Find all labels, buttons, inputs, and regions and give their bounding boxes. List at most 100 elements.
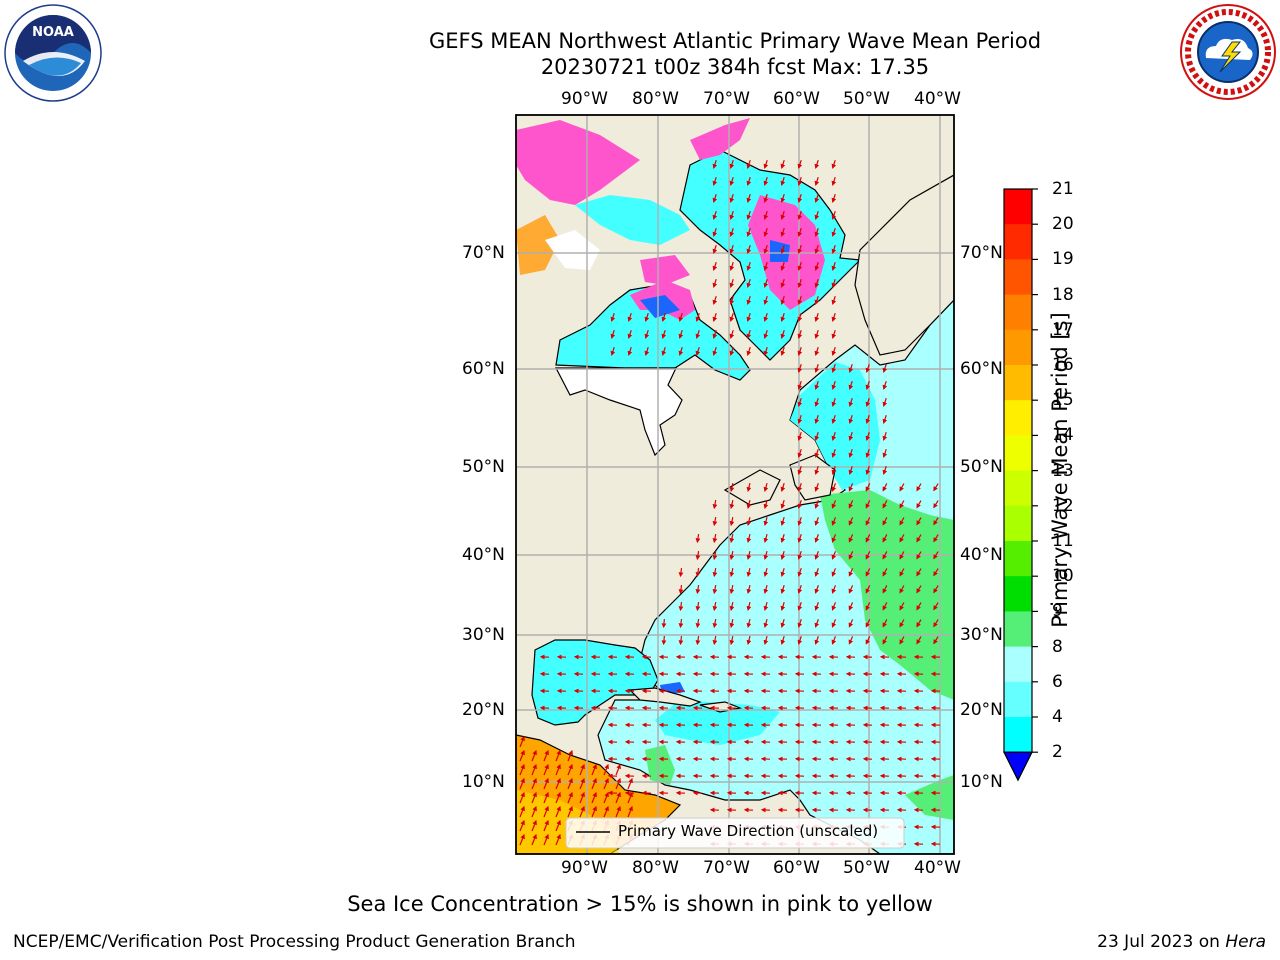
- wave-arrow: [814, 177, 820, 186]
- wave-arrow: [712, 160, 718, 169]
- wave-arrow: [763, 211, 769, 220]
- wave-arrow: [814, 398, 820, 407]
- lon-tick-bottom: 40°W: [914, 858, 961, 878]
- colorbar-segment: [1004, 681, 1032, 718]
- wave-arrow: [814, 211, 820, 220]
- lat-tick-right: 70°N: [960, 243, 1003, 263]
- wave-arrow: [865, 534, 871, 543]
- wave-arrow: [746, 601, 752, 612]
- wave-arrow: [712, 584, 718, 595]
- colorbar: [1003, 188, 1038, 782]
- wave-arrow: [865, 364, 871, 373]
- legend-label: Primary Wave Direction (unscaled): [618, 822, 879, 840]
- wave-arrow: [661, 635, 667, 646]
- wave-arrow: [678, 330, 684, 339]
- wave-arrow: [712, 296, 718, 305]
- wave-arrow: [780, 618, 786, 628]
- wave-arrow: [797, 585, 803, 594]
- wave-arrow: [831, 160, 837, 169]
- wave-arrow: [831, 619, 837, 628]
- lat-tick-left: 10°N: [462, 772, 505, 792]
- wave-arrow: [519, 777, 525, 790]
- wave-arrow: [865, 568, 871, 577]
- colorbar-segment: [1004, 189, 1032, 225]
- wave-arrow: [848, 585, 854, 594]
- wave-arrow: [729, 567, 735, 578]
- wave-arrow: [797, 296, 803, 305]
- wave-arrow: [865, 466, 871, 475]
- wave-arrow: [627, 805, 633, 818]
- lon-tick-top: 50°W: [843, 89, 890, 109]
- wave-arrow: [831, 330, 837, 339]
- wave-arrow: [678, 567, 684, 578]
- wave-arrow: [615, 791, 621, 804]
- colorbar-tick-label: 15: [1052, 390, 1074, 411]
- wave-arrow: [644, 313, 650, 322]
- wave-arrow: [763, 177, 769, 186]
- wave-arrow: [933, 585, 939, 594]
- wave-arrow: [729, 262, 735, 271]
- wave-arrow: [780, 194, 786, 203]
- colorbar-segment: [1004, 611, 1032, 648]
- wave-arrow: [661, 313, 667, 322]
- credit-line: NCEP/EMC/Verification Post Processing Pr…: [13, 932, 576, 952]
- wave-arrow: [746, 245, 752, 254]
- wave-arrow: [567, 791, 573, 804]
- wave-arrow: [899, 568, 905, 577]
- wave-arrow: [763, 228, 769, 237]
- lat-tick-left: 60°N: [462, 359, 505, 379]
- wave-arrow: [579, 777, 585, 790]
- wave-arrow: [603, 777, 609, 790]
- wave-arrow: [519, 819, 525, 832]
- wave-arrow: [814, 449, 820, 458]
- colorbar-tick-label: 12: [1052, 495, 1074, 516]
- wave-arrow: [814, 432, 820, 441]
- wave-arrow: [797, 228, 803, 237]
- wave-arrow: [933, 636, 939, 645]
- wave-arrow: [543, 777, 549, 790]
- svg-text:NOAA: NOAA: [32, 25, 74, 40]
- wave-arrow: [627, 313, 633, 322]
- lat-tick-right: 50°N: [960, 457, 1003, 477]
- wave-arrow: [763, 618, 769, 629]
- wave-arrow: [531, 777, 537, 790]
- wave-arrow: [603, 763, 609, 776]
- wave-arrow: [814, 296, 820, 305]
- wave-arrow: [865, 517, 871, 526]
- wave-arrow: [831, 466, 837, 475]
- wave-arrow: [882, 466, 888, 475]
- wave-arrow: [712, 262, 718, 271]
- wave-arrow: [797, 466, 803, 475]
- wave-arrow: [831, 177, 837, 186]
- wave-arrow: [814, 466, 820, 475]
- wave-arrow: [882, 568, 888, 577]
- wave-arrow: [610, 330, 616, 339]
- wave-arrow: [831, 279, 837, 288]
- wave-arrow: [814, 619, 820, 628]
- wave-arrow: [763, 499, 769, 510]
- wave-arrow: [780, 550, 786, 560]
- wave-arrow: [780, 533, 786, 543]
- wave-arrow: [865, 585, 871, 594]
- wave-arrow: [729, 550, 735, 561]
- wave-arrow: [797, 517, 803, 526]
- wave-arrow: [882, 500, 888, 509]
- colorbar-segment: [1004, 505, 1032, 542]
- wave-arrow: [797, 262, 803, 271]
- wave-arrow: [797, 347, 803, 356]
- wave-arrow: [603, 791, 609, 804]
- wave-arrow: [882, 534, 888, 543]
- sea-ice-note: Sea Ice Concentration > 15% is shown in …: [347, 892, 933, 916]
- wave-arrow: [763, 347, 769, 356]
- wave-arrow: [831, 194, 837, 203]
- wave-arrow: [865, 449, 871, 458]
- wave-arrow: [763, 482, 769, 493]
- wave-arrow: [831, 602, 837, 611]
- wave-arrow: [848, 415, 854, 424]
- wave-arrow: [933, 551, 939, 560]
- wave-arrow: [831, 228, 837, 237]
- wave-arrow: [797, 483, 803, 492]
- wave-arrow: [678, 584, 684, 595]
- map-title: GEFS MEAN Northwest Atlantic Primary Wav…: [428, 29, 1042, 53]
- machine-name: Hera: [1225, 932, 1266, 952]
